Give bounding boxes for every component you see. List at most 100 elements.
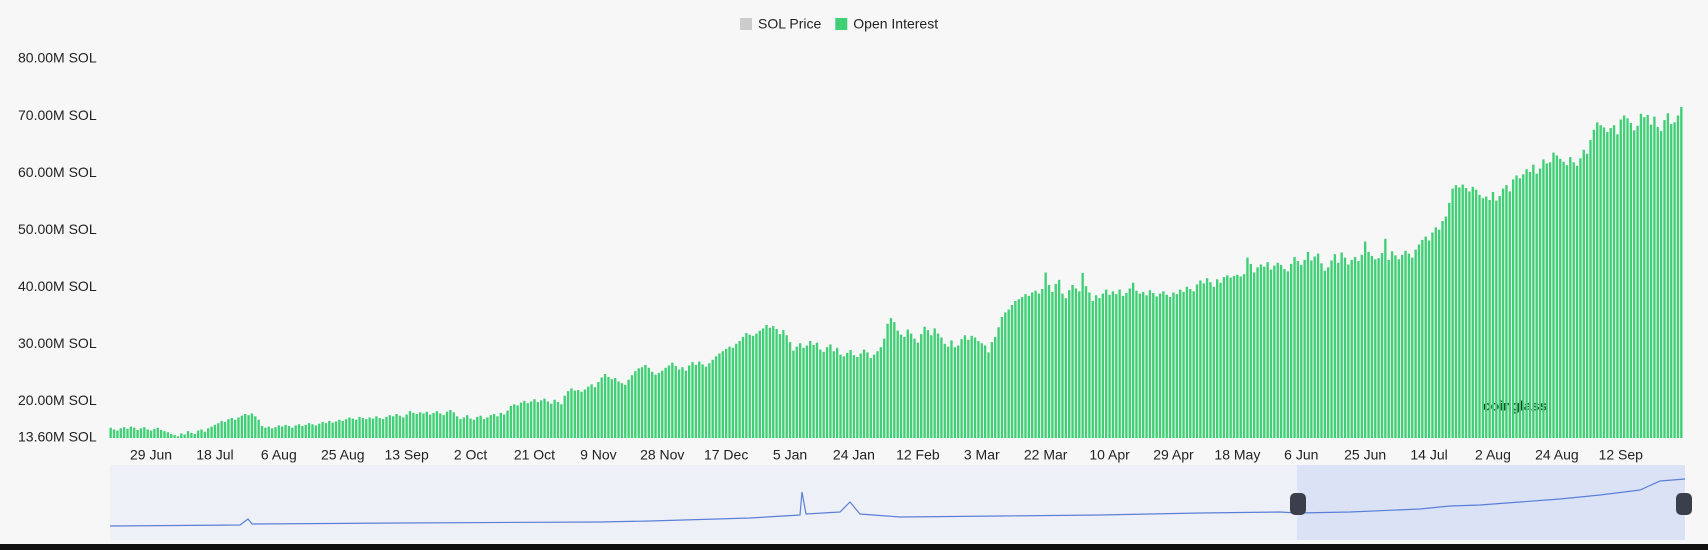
bar — [358, 416, 361, 438]
bar — [620, 383, 624, 438]
bar — [963, 335, 967, 438]
bar — [1606, 132, 1609, 438]
bar — [1182, 291, 1185, 438]
bar — [607, 376, 610, 438]
legend-label[interactable]: Open Interest — [853, 16, 938, 32]
bar — [1612, 125, 1616, 438]
bar — [267, 426, 270, 438]
bar — [802, 347, 805, 438]
bar — [143, 427, 146, 438]
bar — [1629, 122, 1633, 439]
bar — [1105, 289, 1108, 438]
bar — [1269, 269, 1273, 438]
bar — [136, 430, 139, 438]
bar — [940, 337, 943, 438]
bar — [1168, 297, 1172, 438]
bar — [576, 390, 580, 438]
bar — [1495, 200, 1498, 438]
y-tick-label: 60.00M SOL — [18, 164, 97, 180]
bar — [950, 340, 953, 438]
bar — [1585, 153, 1589, 438]
bar — [603, 374, 607, 438]
bar — [368, 417, 371, 438]
bar — [418, 412, 422, 438]
bar — [913, 338, 916, 438]
bar — [1481, 198, 1485, 438]
bar — [795, 346, 798, 438]
x-tick-label: 13 Sep — [384, 447, 429, 463]
bar — [691, 362, 694, 438]
bar — [1242, 274, 1246, 438]
bar — [1118, 289, 1121, 438]
bar — [1491, 191, 1495, 438]
bar — [687, 365, 691, 438]
bar — [1306, 251, 1310, 438]
bar — [116, 430, 119, 438]
bar — [291, 427, 294, 438]
bar — [751, 335, 755, 438]
bar — [869, 358, 872, 438]
bar — [1232, 275, 1236, 438]
x-tick-label: 25 Jun — [1344, 447, 1386, 463]
bar — [250, 413, 254, 438]
bar — [506, 410, 509, 438]
bar — [207, 428, 210, 438]
legend-label[interactable]: SOL Price — [758, 16, 821, 32]
bar — [1330, 260, 1333, 438]
bar — [1501, 188, 1505, 438]
bar — [381, 419, 385, 438]
legend-swatch — [835, 18, 848, 30]
bar — [761, 328, 765, 438]
bar — [180, 433, 183, 438]
bar — [563, 395, 566, 438]
bar — [176, 436, 180, 438]
bar — [775, 328, 778, 438]
x-tick-label: 17 Dec — [704, 447, 748, 463]
x-tick-label: 5 Jan — [773, 447, 807, 463]
bar — [1333, 254, 1337, 438]
bar — [1037, 293, 1041, 438]
bar — [920, 334, 923, 438]
bar — [395, 414, 398, 438]
bar — [600, 377, 603, 438]
bar — [1542, 159, 1545, 438]
bar — [637, 368, 640, 438]
bar — [1199, 280, 1202, 438]
bar — [1464, 187, 1468, 438]
bar — [997, 327, 1000, 438]
bar — [1004, 312, 1007, 438]
bar — [1074, 288, 1078, 438]
bar — [1451, 188, 1454, 438]
bar — [815, 342, 819, 438]
bar — [1286, 271, 1289, 438]
bar — [1656, 126, 1659, 439]
bar — [1367, 251, 1370, 438]
bar — [351, 418, 355, 438]
bar — [112, 429, 116, 438]
bar — [930, 335, 933, 438]
bar — [439, 413, 442, 438]
navigator-handle[interactable] — [1290, 493, 1306, 515]
bar — [442, 415, 445, 438]
bar — [1421, 239, 1424, 438]
bar — [230, 418, 233, 438]
bar — [946, 346, 950, 438]
bar — [1582, 149, 1585, 438]
bar — [765, 324, 768, 438]
navigator-handle[interactable] — [1676, 493, 1692, 515]
bar — [1145, 295, 1148, 438]
x-tick-label: 12 Feb — [896, 447, 940, 463]
bar — [1320, 263, 1323, 438]
bar — [967, 339, 970, 438]
bar — [661, 370, 664, 438]
bar — [671, 362, 674, 438]
bar — [1609, 128, 1612, 438]
bar — [1525, 169, 1528, 439]
navigator — [109, 465, 1692, 540]
bar — [425, 411, 429, 438]
bar — [1649, 124, 1653, 438]
bar — [909, 333, 913, 438]
bar — [664, 367, 667, 438]
bar — [1239, 276, 1242, 438]
bar — [1377, 258, 1380, 438]
